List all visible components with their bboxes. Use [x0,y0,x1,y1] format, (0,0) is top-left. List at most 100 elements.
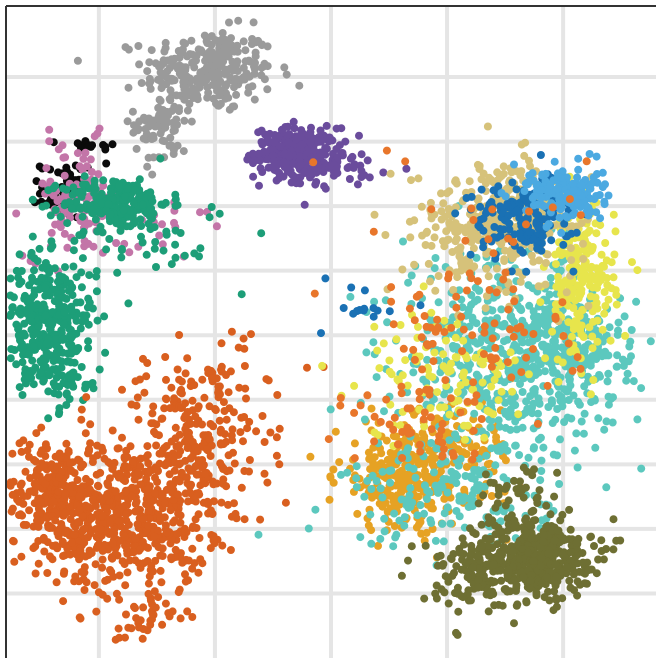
data-point [232,514,241,523]
data-point [119,206,128,215]
data-point [428,504,437,513]
data-point [366,510,375,519]
data-point [144,459,153,468]
data-point [378,493,387,502]
data-point [96,468,105,477]
data-point [132,401,141,410]
data-point [438,519,447,528]
data-point [345,175,354,183]
data-point [59,320,68,329]
data-point [150,427,158,436]
data-point [85,271,94,280]
data-point [356,533,365,542]
data-point [228,425,237,434]
data-point [430,462,439,471]
data-point [215,416,224,425]
data-point [260,62,269,71]
data-point [461,236,470,245]
data-point [586,264,595,273]
data-point [54,487,63,496]
data-point [76,324,85,333]
data-point [465,177,474,186]
data-point [251,38,260,47]
data-point [445,410,454,419]
data-point [91,560,100,569]
data-point [140,388,149,397]
data-point [544,187,553,196]
data-point [55,473,64,482]
data-point [436,368,445,377]
data-point [204,73,213,82]
data-point [49,184,58,193]
data-point [171,253,180,262]
data-point [415,387,424,396]
data-point [288,171,297,180]
data-point [575,286,584,295]
data-point [500,441,509,449]
data-point [551,250,560,259]
data-point [369,338,378,347]
data-point [446,519,455,528]
data-point [72,197,81,206]
data-point [156,566,165,575]
data-point [197,46,206,55]
data-point [171,545,180,554]
data-point [452,268,461,277]
data-point [209,422,218,431]
data-point [494,445,503,454]
data-point [166,133,175,142]
data-point [477,175,486,184]
data-point [403,381,412,390]
data-point [309,158,318,167]
data-point [37,446,46,455]
data-point [417,529,426,538]
data-point [198,375,207,384]
data-point [154,543,163,552]
data-point [559,240,568,249]
data-point [453,320,462,329]
data-point [524,370,533,379]
data-point [96,222,105,231]
data-point [370,297,379,306]
data-point [430,468,438,477]
data-point [211,406,220,415]
data-point [165,470,174,479]
data-point [600,197,609,206]
data-point [479,226,488,235]
data-point [154,593,163,602]
data-point [128,483,137,492]
data-point [460,485,469,494]
data-point [22,521,31,529]
data-point [492,288,501,297]
data-point [510,160,518,169]
data-point [298,140,307,149]
data-point [75,613,84,622]
data-point [166,506,175,515]
data-point [470,449,479,458]
data-point [501,423,510,432]
data-point [74,577,83,586]
data-point [372,373,381,382]
data-point [229,408,238,417]
data-point [61,529,70,537]
data-point [612,300,621,309]
data-point [80,524,89,533]
data-point [179,147,188,156]
data-point [56,212,65,221]
data-point [419,282,428,291]
data-point [158,240,167,249]
data-point [389,542,398,551]
data-point [560,219,569,228]
data-point [217,339,226,348]
data-point [89,242,98,251]
data-point [324,435,333,444]
data-point [33,516,41,525]
data-point [614,318,623,327]
data-point [430,264,439,273]
data-point [147,46,156,55]
data-point [405,304,414,313]
data-point [194,510,203,519]
data-point [15,497,24,506]
data-point [557,251,566,260]
